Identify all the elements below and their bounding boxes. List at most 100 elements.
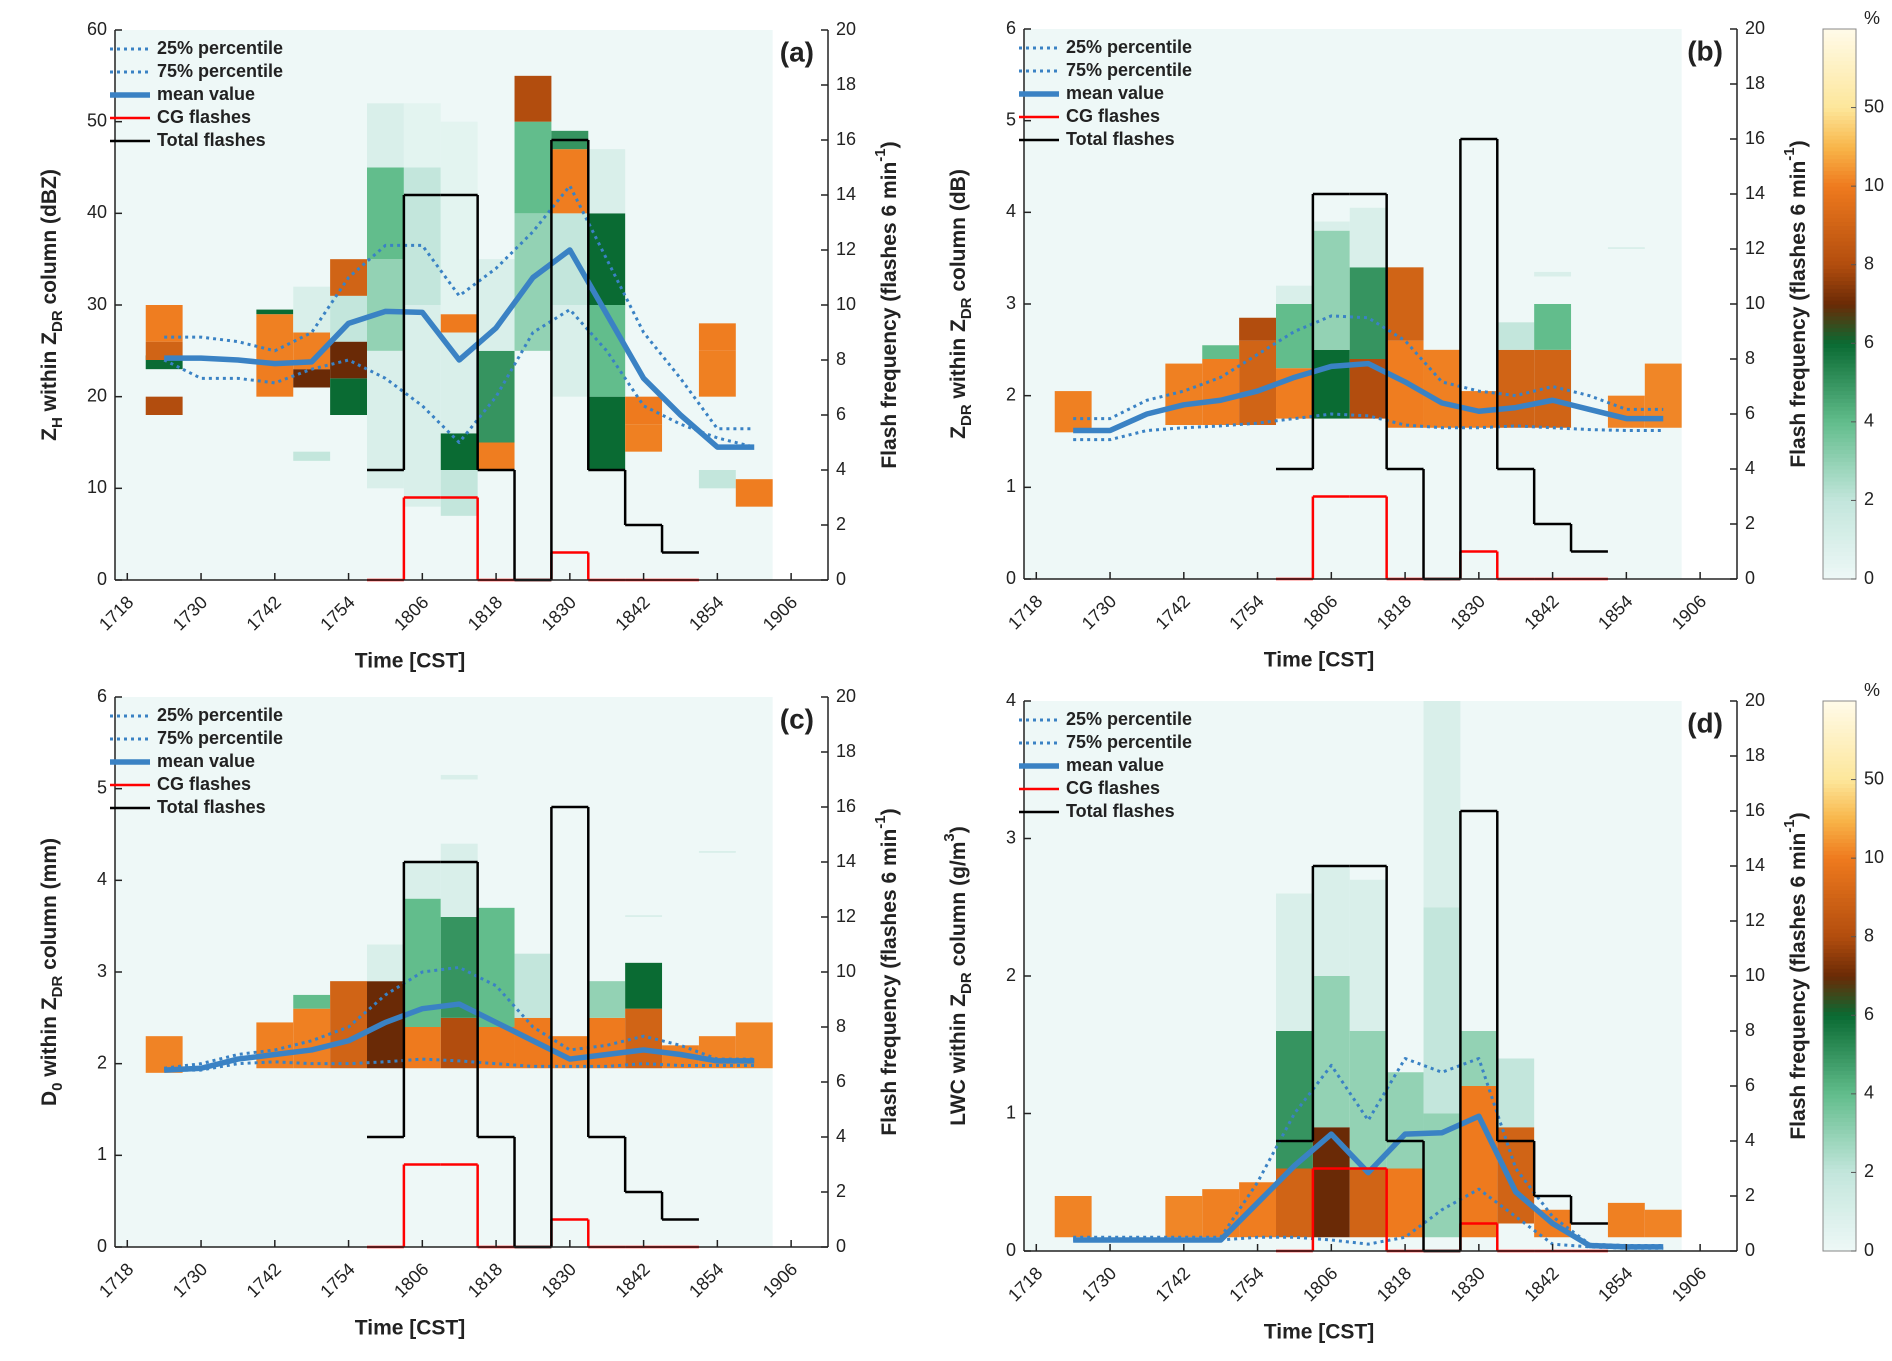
colorbar-segment	[1823, 527, 1856, 533]
heatmap-cell	[1165, 1196, 1203, 1238]
colorbar-segment	[1823, 225, 1856, 230]
colorbar-segment	[1823, 131, 1856, 136]
heatmap-cell	[1460, 1086, 1498, 1238]
x-axis-label: Time [CST]	[355, 650, 465, 673]
y2-axis-label-part: Flash frequency (flashes 6 min	[1787, 833, 1810, 1140]
y2-axis-label-part: )	[878, 808, 901, 815]
colorbar-segment	[1823, 429, 1856, 435]
heatmap-cell	[367, 350, 404, 489]
heatmap-cell	[440, 121, 478, 315]
x-tick-label: 1818	[464, 592, 506, 634]
panel-label: (b)	[1687, 35, 1723, 66]
legend-label: 75% percentile	[1066, 732, 1192, 752]
y-tick-label: 10	[87, 477, 107, 497]
colorbar-segment	[1823, 1152, 1856, 1158]
heatmap-cell	[403, 305, 441, 507]
y2-tick-label: 10	[836, 961, 856, 981]
heatmap-cell	[1312, 976, 1350, 1128]
x-tick-label: 1830	[538, 592, 580, 634]
heatmap-cell	[588, 396, 626, 470]
heatmap-cell	[477, 350, 515, 443]
y-tick-label: 1	[97, 1144, 107, 1164]
colorbar-segment	[1823, 233, 1856, 238]
colorbar-segment	[1823, 241, 1856, 246]
heatmap-cell	[625, 962, 663, 1009]
y2-tick-label: 2	[836, 514, 846, 534]
colorbar-segment	[1823, 1070, 1856, 1075]
colorbar-segment	[1823, 378, 1856, 384]
legend-label: Total flashes	[157, 797, 266, 817]
colorbar-segment	[1823, 885, 1856, 891]
colorbar-segment	[1823, 398, 1856, 403]
colorbar-segment	[1823, 268, 1856, 274]
colorbar-segment	[1823, 952, 1856, 957]
x-tick-label: 1906	[1668, 591, 1710, 633]
legend-label: Total flashes	[1066, 129, 1175, 149]
x-tick-label: 1842	[611, 1259, 653, 1301]
colorbar-segment	[1823, 1168, 1856, 1174]
y-tick-label: 60	[87, 19, 107, 39]
colorbar-segment	[1823, 991, 1856, 997]
y-axis-label-part: column (dB)	[947, 169, 970, 297]
colorbar-segment	[1823, 484, 1856, 490]
legend-label: 25% percentile	[157, 38, 283, 58]
colorbar-segment	[1823, 500, 1856, 505]
colorbar-segment	[1823, 972, 1856, 977]
colorbar-segment	[1823, 1034, 1856, 1040]
colorbar-segment	[1823, 830, 1856, 836]
colorbar-segment	[1823, 932, 1856, 938]
x-tick-label: 1854	[685, 592, 727, 634]
legend-label: CG flashes	[157, 107, 251, 127]
colorbar-segment	[1823, 1027, 1856, 1032]
colorbar-segment	[1823, 964, 1856, 969]
colorbar-segment	[1823, 567, 1856, 572]
y-tick-label: 0	[97, 1236, 107, 1256]
y2-tick-label: 6	[836, 1071, 846, 1091]
colorbar-segment	[1823, 1019, 1856, 1024]
y2-tick-label: 16	[1745, 128, 1765, 148]
colorbar-tick-label: 10	[1864, 847, 1884, 867]
heatmap-cell	[403, 862, 441, 899]
x-tick-label: 1754	[1225, 591, 1267, 633]
colorbar-segment	[1823, 901, 1856, 906]
y2-axis-label: Flash frequency (flashes 6 min-1)	[1781, 812, 1809, 1139]
heatmap-cell	[477, 907, 515, 1027]
heatmap-cell	[1349, 207, 1387, 268]
y2-tick-label: 14	[1745, 855, 1765, 875]
heatmap-cell	[1607, 1202, 1645, 1238]
colorbar-segment	[1823, 979, 1856, 985]
colorbar-segment	[1823, 469, 1856, 474]
y-tick-label: 4	[1006, 201, 1016, 221]
colorbar-segment	[1823, 752, 1856, 757]
colorbar-segment	[1823, 763, 1856, 769]
colorbar-segment	[1823, 111, 1856, 117]
colorbar-segment	[1823, 307, 1856, 313]
colorbar-segment	[1823, 1188, 1856, 1193]
heatmap-cell	[477, 1027, 515, 1069]
colorbar-segment	[1823, 60, 1856, 65]
x-tick-label: 1718	[95, 1259, 137, 1301]
colorbar-segment	[1823, 744, 1856, 749]
colorbar-segment	[1823, 924, 1856, 930]
heatmap-cell	[293, 451, 331, 461]
colorbar-segment	[1823, 712, 1856, 718]
y2-tick-label: 16	[1745, 800, 1765, 820]
heatmap-cell	[514, 75, 552, 122]
colorbar-segment	[1823, 877, 1856, 883]
colorbar-segment	[1823, 272, 1856, 278]
colorbar-segment	[1823, 759, 1856, 765]
colorbar-segment	[1823, 783, 1856, 789]
colorbar-segment	[1823, 1105, 1856, 1111]
heatmap-cell	[256, 314, 294, 360]
colorbar-segment	[1823, 1129, 1856, 1134]
y-tick-label: 4	[97, 869, 107, 889]
colorbar-segment	[1823, 1196, 1856, 1201]
colorbar-segment	[1823, 284, 1856, 289]
colorbar-segment	[1823, 928, 1856, 934]
x-tick-label: 1718	[1004, 591, 1046, 633]
colorbar-tick-label: 8	[1864, 925, 1874, 945]
colorbar-segment	[1823, 1231, 1856, 1236]
y2-tick-label: 10	[1745, 965, 1765, 985]
colorbar-segment	[1823, 394, 1856, 399]
y-axis-label-part: column (dBZ)	[38, 169, 61, 310]
